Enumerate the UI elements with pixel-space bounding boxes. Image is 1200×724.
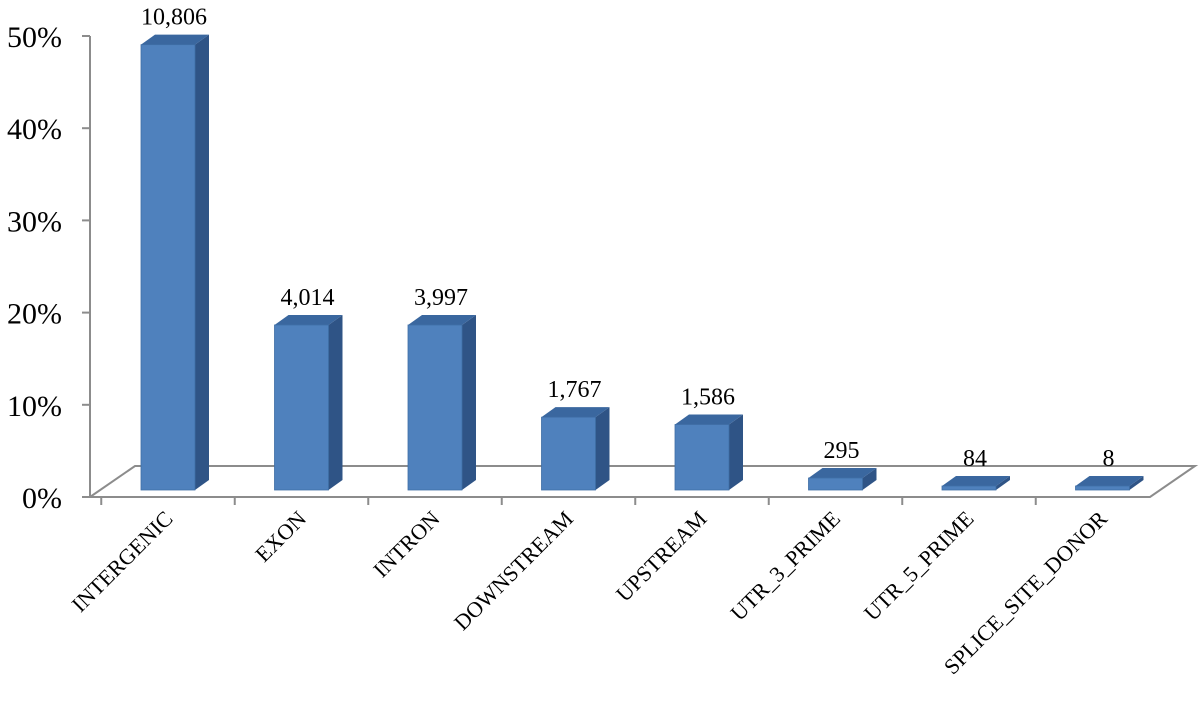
bar-front-face — [274, 324, 329, 491]
data-label: 1,586 — [681, 385, 735, 411]
bar-top-face — [942, 476, 1010, 486]
bar-side-face — [862, 468, 877, 490]
x-tick-label: UTR_5_PRIME — [859, 506, 979, 626]
bar-top-face — [141, 34, 209, 45]
data-label: 8 — [1103, 446, 1115, 472]
bar-side-face — [595, 407, 610, 490]
bar-top-face — [808, 468, 877, 479]
bar-front-face — [407, 324, 463, 491]
data-label: 295 — [824, 438, 860, 464]
bar-utr-5-prime — [941, 476, 1010, 491]
bar-front-face — [1075, 485, 1130, 491]
x-tick-label: UPSTREAM — [611, 506, 712, 607]
bar-utr-3-prime — [808, 468, 877, 491]
y-tick-label: 30% — [7, 205, 62, 238]
x-tick-label: INTRON — [368, 506, 445, 583]
bar-exon — [274, 314, 343, 491]
bar-front-face — [674, 424, 730, 491]
floor-plane — [86, 465, 1199, 498]
data-labels: 10,806 4,014 3,997 1,767 1,586 295 84 8 — [141, 5, 1115, 472]
bar-splice-site-donor — [1075, 476, 1144, 491]
data-label: 1,767 — [548, 377, 602, 403]
bar-top-face — [675, 414, 743, 425]
bar-side-face — [996, 476, 1010, 490]
bar-front-face — [541, 416, 596, 491]
x-tick-label: INTERGENIC — [67, 506, 178, 617]
bar-side-face — [195, 34, 209, 490]
y-tick-label: 50% — [7, 21, 62, 54]
data-label: 10,806 — [141, 5, 207, 31]
x-axis-labels: INTERGENIC EXON INTRON DOWNSTREAM UPSTREAM UT… — [67, 506, 1113, 679]
y-tick-label: 10% — [7, 390, 62, 423]
bar-top-face — [1075, 476, 1144, 486]
y-tick-label: 40% — [7, 113, 62, 146]
bar-side-face — [729, 414, 743, 490]
bar-intron — [407, 314, 476, 491]
data-label: 3,997 — [414, 285, 468, 311]
bar-intergenic — [140, 34, 209, 491]
bar-top-face — [274, 314, 343, 325]
data-label: 84 — [963, 446, 987, 472]
bar-front-face — [941, 485, 997, 491]
x-tick-label: DOWNSTREAM — [449, 506, 578, 635]
y-tick-label: 0% — [22, 482, 62, 515]
bars — [140, 34, 1144, 491]
y-tick-label: 20% — [7, 298, 62, 331]
x-tick-label: EXON — [250, 506, 311, 567]
bar-side-face — [1129, 476, 1144, 490]
bar-front-face — [808, 477, 863, 491]
bar-front-face — [140, 44, 196, 491]
bar-side-face — [328, 314, 343, 490]
chart-floor — [86, 465, 1199, 505]
bar-upstream — [674, 414, 743, 491]
y-axis: 0% 10% 20% 30% 40% 50% — [7, 21, 91, 515]
bar-downstream — [541, 407, 610, 491]
bar-top-face — [541, 407, 610, 418]
x-tick-label: UTR_3_PRIME — [725, 506, 845, 626]
data-label: 4,014 — [281, 285, 335, 311]
bar-side-face — [462, 314, 476, 490]
bar-top-face — [408, 314, 476, 325]
